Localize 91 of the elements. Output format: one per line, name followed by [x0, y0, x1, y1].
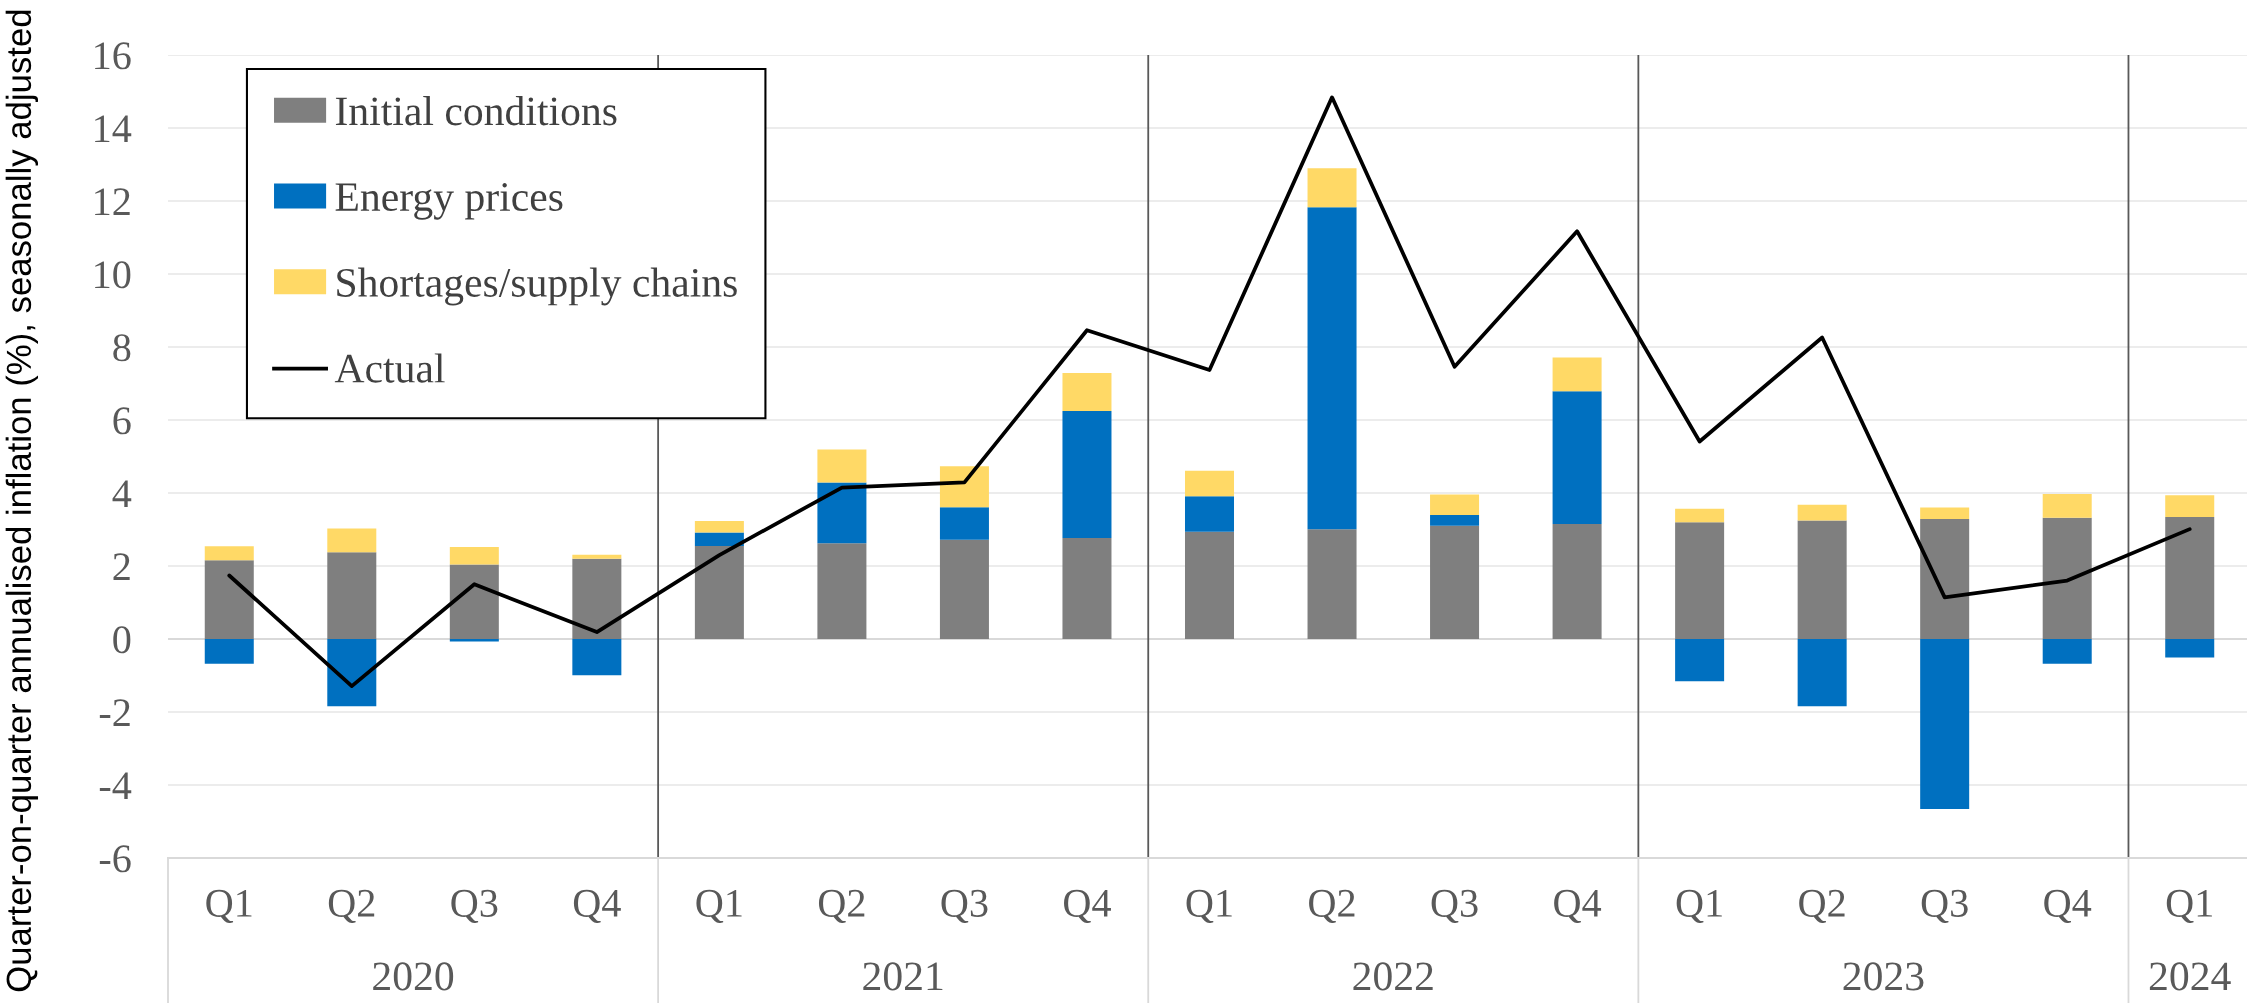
x-tick-label: Q1 — [2166, 889, 2212, 924]
bar — [2165, 639, 2215, 658]
bar — [2165, 517, 2215, 639]
x-tick-label: Q2 — [818, 889, 865, 924]
y-tick-label: 4 — [112, 480, 132, 507]
bar — [2042, 494, 2092, 518]
y-tick-label: 10 — [95, 261, 131, 289]
x-tick-label: Q2 — [328, 889, 375, 924]
x-tick-label: Q4 — [1554, 889, 1602, 924]
bar — [694, 545, 744, 639]
bar — [1307, 168, 1357, 208]
y-tick-label: 0 — [113, 626, 131, 654]
x-tick-label: Q2 — [1309, 889, 1355, 924]
y-tick-label: -6 — [99, 845, 131, 873]
x-tick-label: Q1 — [206, 889, 252, 924]
bar — [572, 558, 622, 639]
bar — [1920, 518, 1970, 639]
text: 2022 — [1353, 962, 1433, 991]
y-tick-label: 2 — [113, 553, 130, 580]
bar — [1552, 391, 1602, 525]
bar — [327, 528, 377, 553]
y-tick-label: 8 — [113, 334, 131, 362]
bar — [939, 507, 989, 540]
x-tick-label: Q4 — [2044, 889, 2092, 924]
bar — [1675, 522, 1725, 639]
x-tick-label: Q3 — [1431, 889, 1478, 924]
bar — [2165, 495, 2215, 518]
x-tick-label: Q3 — [1921, 889, 1968, 924]
bar — [1307, 207, 1357, 530]
bar — [1675, 508, 1725, 523]
bar — [1184, 531, 1235, 639]
x-tick-label: Q3 — [451, 889, 498, 924]
bar — [204, 546, 254, 561]
bar — [572, 554, 622, 559]
bar — [572, 639, 622, 676]
bar — [1920, 639, 1970, 810]
bar — [449, 547, 499, 565]
bar — [327, 552, 377, 639]
legend-label: Actual — [334, 353, 445, 383]
bar — [694, 521, 744, 533]
bar — [1430, 494, 1480, 515]
x-tick-label: Q4 — [1064, 889, 1111, 924]
x-tick-label: Q1 — [1186, 889, 1232, 924]
bar — [1062, 410, 1112, 538]
bar — [1062, 372, 1112, 411]
y-tick-label: -2 — [99, 699, 130, 726]
bar — [1797, 504, 1847, 521]
bar — [327, 639, 377, 707]
x-tick-label: Q1 — [696, 889, 742, 924]
bar — [1797, 639, 1847, 707]
text: 2024 — [2149, 962, 2231, 991]
bar — [1184, 496, 1235, 532]
y-tick-label: 12 — [95, 188, 130, 215]
legend-label: Shortages/supply chains — [337, 267, 737, 306]
line-series — [227, 95, 2192, 688]
bar — [1307, 529, 1357, 639]
y-axis-title: Quarter-on-quarter annualised inflation (%), seasonally adjusted — [5, 10, 39, 992]
bar — [817, 449, 867, 483]
bar — [939, 539, 989, 639]
y-tick-label: 14 — [95, 115, 132, 142]
bar — [1430, 514, 1480, 526]
bar — [1062, 537, 1112, 639]
bar — [449, 639, 499, 642]
bar — [1797, 520, 1847, 639]
x-tick-label: Q3 — [941, 889, 988, 924]
bar — [2042, 517, 2092, 639]
x-tick-label: Q2 — [1799, 889, 1845, 924]
bar — [204, 639, 254, 664]
x-tick-label: Q1 — [1676, 889, 1722, 924]
legend-label: Energy prices — [335, 183, 563, 220]
bar — [1675, 639, 1725, 682]
bar — [1184, 470, 1235, 497]
bar — [817, 482, 867, 544]
bar — [204, 560, 254, 639]
y-tick-label: 6 — [113, 407, 131, 435]
bar — [449, 564, 499, 639]
text: 2023 — [1843, 962, 1924, 991]
text: 2021 — [863, 962, 943, 991]
text: 2020 — [373, 962, 454, 991]
y-tick-label: -4 — [99, 772, 132, 799]
y-tick-label: 16 — [95, 42, 131, 70]
bar — [1552, 524, 1602, 639]
bar — [2042, 639, 2092, 664]
bar — [1552, 357, 1602, 392]
bar — [817, 543, 867, 639]
bar — [1920, 507, 1970, 519]
bar — [939, 466, 989, 508]
bar — [694, 532, 744, 546]
x-tick-label: Q4 — [573, 889, 621, 924]
legend-label: Initial conditions — [335, 96, 617, 126]
bar — [1430, 525, 1480, 639]
